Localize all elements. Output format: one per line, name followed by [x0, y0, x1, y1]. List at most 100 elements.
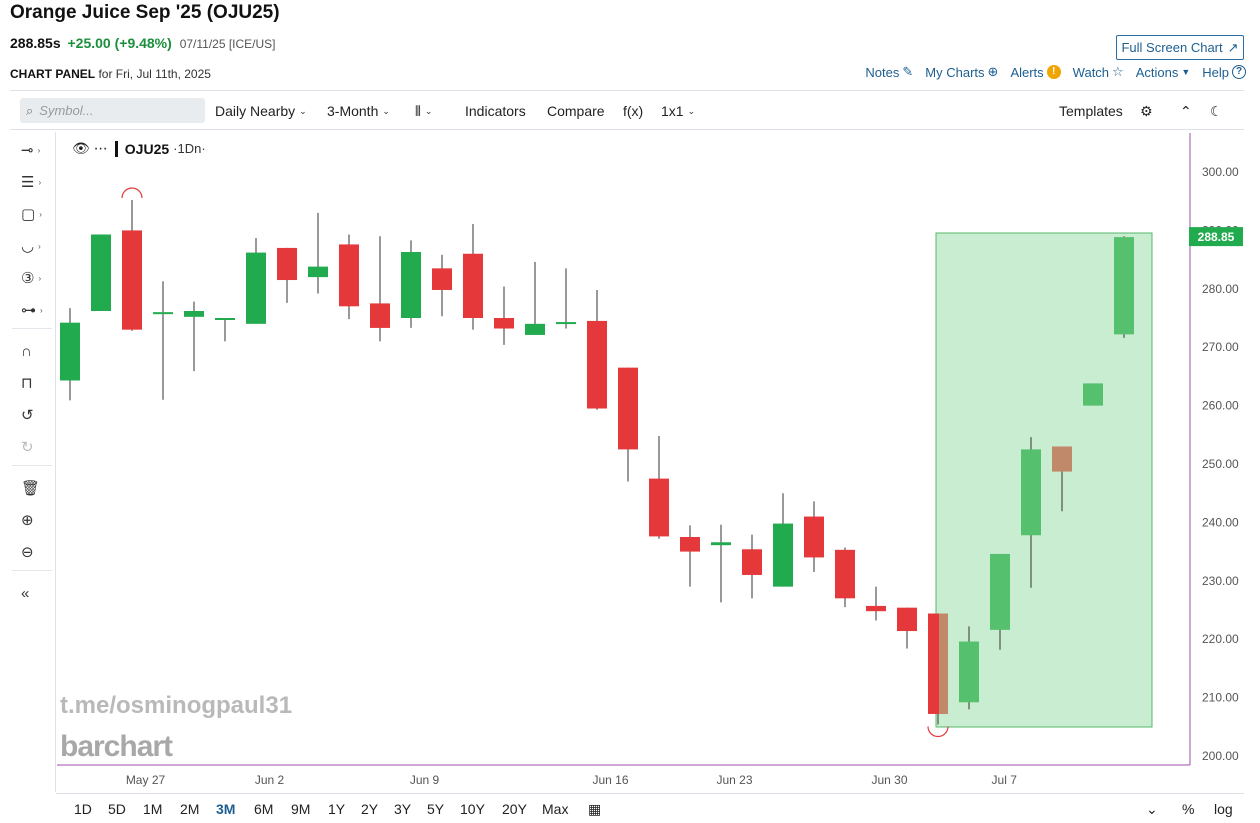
y-tick-label: 270.00	[1202, 340, 1239, 354]
y-tick-label: 200.00	[1202, 749, 1239, 763]
function-button[interactable]: f(x)	[623, 103, 643, 119]
candle-body	[432, 268, 452, 290]
notes-link[interactable]: Notes ✎	[865, 64, 913, 80]
zoom-out-icon[interactable]: ⊖	[21, 544, 34, 561]
high-marker	[121, 187, 143, 199]
redo-icon[interactable]: ↻	[21, 439, 34, 456]
range-1m[interactable]: 1M	[143, 801, 163, 817]
chart-toolbar: ⌕ Symbol... Daily Nearby ⌄ 3-Month ⌄ ⫴ ⌄ In…	[10, 90, 1244, 130]
candle-body	[680, 537, 700, 552]
x-tick-label: May 27	[126, 773, 166, 787]
search-icon: ⌕	[26, 102, 34, 118]
watch-link[interactable]: Watch ☆	[1073, 64, 1124, 80]
percent-toggle[interactable]: %	[1182, 801, 1195, 817]
candle-body	[742, 549, 762, 575]
templates-button[interactable]: Templates	[1059, 103, 1123, 119]
range-10y[interactable]: 10Y	[460, 801, 485, 817]
candle-body	[897, 607, 917, 632]
y-tick-label: 230.00	[1202, 574, 1239, 588]
range-2m[interactable]: 2M	[180, 801, 200, 817]
log-toggle[interactable]: log	[1214, 801, 1233, 817]
candle-body	[525, 323, 545, 335]
compare-label: Compare	[547, 103, 605, 119]
candle-body	[401, 252, 421, 318]
panel-date: for Fri, Jul 11th, 2025	[98, 67, 211, 81]
indicators-label: Indicators	[465, 103, 526, 119]
fib-tool-icon[interactable]: ☰ ›	[21, 174, 42, 191]
range-5y[interactable]: 5Y	[427, 801, 445, 817]
range-1d[interactable]: 1D	[74, 801, 92, 817]
x-tick-label: Jun 23	[716, 773, 752, 787]
magnet-icon[interactable]: ∩	[21, 342, 32, 360]
line-tool-icon[interactable]: ⊸ ›	[21, 142, 41, 159]
candle-body	[277, 247, 297, 281]
candle-body	[649, 478, 669, 537]
compare-button[interactable]: Compare	[547, 103, 605, 119]
expand-down-icon[interactable]: ⌄	[1146, 801, 1158, 817]
symbol-search[interactable]: ⌕ Symbol...	[20, 98, 205, 123]
candle-body	[804, 516, 824, 558]
range-5d[interactable]: 5D	[108, 801, 126, 817]
y-tick-label: 260.00	[1202, 399, 1239, 413]
range-2y[interactable]: 2Y	[361, 801, 379, 817]
chart-panel-label: CHART PANEL for Fri, Jul 11th, 2025	[10, 67, 211, 81]
x-tick-label: Jul 7	[992, 773, 1018, 787]
question-icon: ?	[1232, 65, 1246, 79]
my-charts-link[interactable]: My Charts ⊕	[925, 64, 998, 80]
legend-interval: ·1Dn·	[173, 141, 206, 156]
range-3m[interactable]: 3M	[216, 801, 236, 817]
collapse-toolbar-icon[interactable]: «	[21, 584, 30, 602]
y-tick-label: 220.00	[1202, 632, 1239, 646]
range-max[interactable]: Max	[542, 801, 569, 817]
candle-body	[835, 549, 855, 599]
calendar-icon[interactable]: ▦	[588, 801, 602, 817]
telegram-watermark: t.me/osminogpaul31	[60, 692, 293, 719]
pencil-icon: ✎	[902, 64, 914, 79]
divider	[12, 570, 52, 571]
curve-tool-icon[interactable]: ◡ ›	[21, 238, 41, 255]
measure-tool-icon[interactable]: ⊶ ›	[21, 302, 43, 319]
x-tick-label: Jun 16	[592, 773, 628, 787]
range-1y[interactable]: 1Y	[328, 801, 346, 817]
shape-tool-icon[interactable]: ▢ ›	[21, 206, 42, 223]
candle-body	[91, 234, 111, 311]
candle-body	[153, 312, 173, 315]
candle-body	[1114, 237, 1134, 335]
eye-icon[interactable]: 👁	[72, 140, 90, 156]
candle-body	[711, 542, 731, 546]
settings-gear-icon[interactable]: ⚙	[1140, 103, 1153, 119]
range-dropdown[interactable]: 3-Month ⌄	[327, 103, 390, 119]
candle-body	[1083, 383, 1103, 406]
interval-dropdown[interactable]: Daily Nearby ⌄	[215, 103, 307, 119]
undo-icon[interactable]: ↺	[21, 407, 34, 424]
help-label: Help	[1202, 64, 1229, 80]
candle-body	[308, 266, 328, 278]
chart-type-dropdown[interactable]: ⫴ ⌄	[415, 103, 432, 120]
candle-body	[866, 605, 886, 612]
full-screen-label: Full Screen Chart	[1121, 40, 1223, 55]
range-20y[interactable]: 20Y	[502, 801, 527, 817]
count-tool-icon[interactable]: ③ ›	[21, 270, 42, 287]
y-tick-label: 240.00	[1202, 515, 1239, 529]
range-6m[interactable]: 6M	[254, 801, 274, 817]
trash-icon[interactable]: 🗑	[21, 480, 41, 497]
candle-body	[339, 244, 359, 307]
indicators-button[interactable]: Indicators	[465, 103, 526, 119]
layout-dropdown[interactable]: 1x1 ⌄	[661, 103, 695, 119]
more-icon[interactable]: ⋯	[93, 140, 108, 156]
range-9m[interactable]: 9M	[291, 801, 311, 817]
chart-legend: 👁 ⋯ OJU25 ·1Dn·	[72, 140, 206, 157]
x-tick-label: Jun 30	[871, 773, 907, 787]
dark-mode-moon-icon[interactable]: ☾	[1210, 103, 1223, 119]
candle-body	[370, 303, 390, 328]
alerts-link[interactable]: Alerts!	[1010, 64, 1061, 80]
divider	[12, 465, 52, 466]
lock-icon[interactable]: ⊓	[21, 375, 33, 392]
help-link[interactable]: Help?	[1202, 64, 1246, 80]
range-3y[interactable]: 3Y	[394, 801, 412, 817]
full-screen-chart-button[interactable]: Full Screen Chart ↗	[1116, 35, 1244, 60]
collapse-icon[interactable]: ⌃	[1180, 103, 1192, 119]
actions-menu[interactable]: Actions ▼	[1136, 64, 1191, 80]
zoom-in-icon[interactable]: ⊕	[21, 512, 34, 529]
